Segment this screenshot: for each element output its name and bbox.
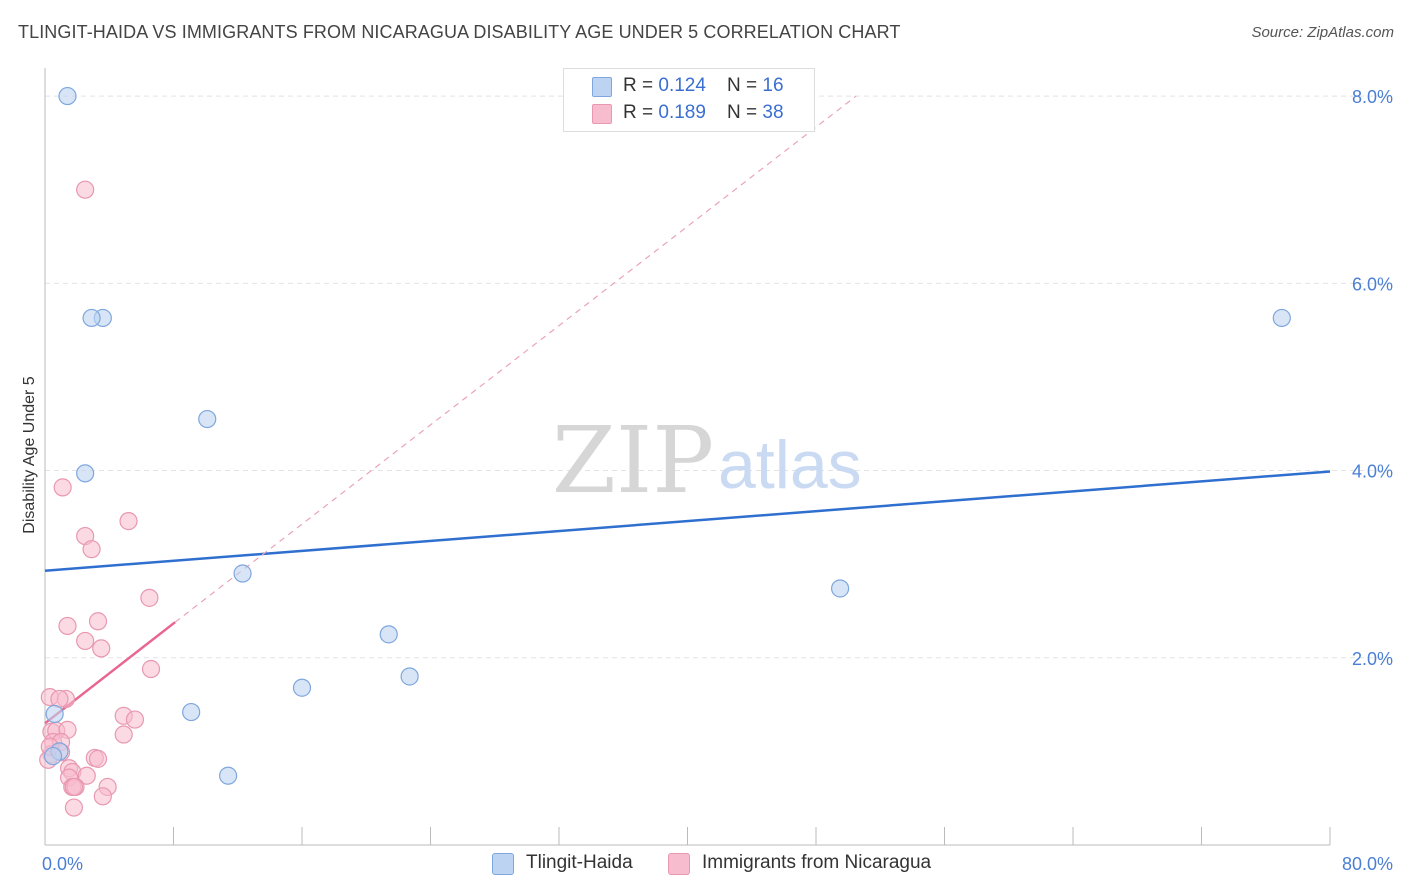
point-nicaragua xyxy=(64,798,84,817)
x-tick-label: 80.0% xyxy=(1342,854,1393,874)
point-tlingit xyxy=(82,308,101,328)
point-tlingit xyxy=(1272,308,1291,328)
point-nicaragua xyxy=(119,511,138,531)
y-tick-labels: 2.0% 4.0% 6.0% 8.0% xyxy=(1352,87,1393,669)
point-nicaragua xyxy=(88,749,108,768)
n-value: 16 xyxy=(762,75,784,96)
point-tlingit xyxy=(198,409,217,429)
y-tick-label: 6.0% xyxy=(1352,274,1393,294)
point-tlingit xyxy=(233,564,252,583)
point-tlingit xyxy=(219,766,238,785)
point-tlingit xyxy=(830,579,850,598)
point-nicaragua xyxy=(64,777,84,797)
y-tick-label: 4.0% xyxy=(1352,462,1393,482)
point-nicaragua xyxy=(140,588,159,607)
point-tlingit xyxy=(400,667,419,686)
watermark-zip: ZIP xyxy=(552,407,714,514)
point-nicaragua xyxy=(76,180,95,199)
n-label: N = xyxy=(727,75,763,96)
y-axis-label: Disability Age Under 5 xyxy=(21,376,38,534)
point-nicaragua xyxy=(114,725,133,744)
x-tick-labels: 0.0% 80.0% xyxy=(42,854,1393,874)
axes xyxy=(44,68,1331,846)
point-nicaragua xyxy=(141,659,161,679)
legend-text: R = 0.124 N = 16 xyxy=(623,75,784,97)
point-tlingit xyxy=(43,746,63,766)
point-tlingit xyxy=(45,704,64,724)
n-label: N = xyxy=(727,102,763,123)
point-tlingit xyxy=(76,464,95,483)
point-tlingit xyxy=(58,86,77,106)
series-name: Tlingit-Haida xyxy=(526,852,633,873)
watermark: ZIP atlas xyxy=(552,407,862,514)
legend-text: R = 0.189 N = 38 xyxy=(623,102,784,124)
r-value: 0.124 xyxy=(658,75,706,96)
point-nicaragua xyxy=(53,478,72,497)
point-nicaragua xyxy=(125,710,145,729)
r-value: 0.189 xyxy=(658,102,706,123)
y-tick-label: 8.0% xyxy=(1352,87,1393,107)
point-nicaragua xyxy=(88,612,108,631)
series-swatch-pink xyxy=(668,853,690,875)
n-value: 38 xyxy=(762,102,784,123)
x-tick-label: 0.0% xyxy=(42,854,83,874)
correlation-legend: R = 0.124 N = 16 R = 0.189 N = 38 xyxy=(563,68,815,132)
point-nicaragua xyxy=(82,540,101,559)
source-label: Source: ZipAtlas.com xyxy=(1251,24,1394,41)
point-nicaragua xyxy=(92,639,111,658)
point-nicaragua xyxy=(77,766,96,785)
point-nicaragua xyxy=(58,616,77,636)
point-tlingit xyxy=(292,678,312,697)
trend-extension-nicaragua xyxy=(174,95,857,623)
point-tlingit xyxy=(182,702,201,722)
point-nicaragua xyxy=(76,631,95,651)
trend-line-tlingit xyxy=(44,470,1331,572)
series-swatch-blue xyxy=(492,853,514,875)
watermark-atlas: atlas xyxy=(718,427,862,503)
point-tlingit xyxy=(379,625,398,644)
r-label: R = xyxy=(623,102,659,123)
r-label: R = xyxy=(623,75,659,96)
legend-swatch-blue xyxy=(592,77,612,97)
series-name: Immigrants from Nicaragua xyxy=(702,852,932,873)
chart-title: TLINGIT-HAIDA VS IMMIGRANTS FROM NICARAG… xyxy=(18,22,901,42)
legend-swatch-pink xyxy=(592,104,612,124)
data-points xyxy=(39,86,1291,817)
y-tick-label: 2.0% xyxy=(1352,649,1393,669)
point-nicaragua xyxy=(93,787,112,806)
